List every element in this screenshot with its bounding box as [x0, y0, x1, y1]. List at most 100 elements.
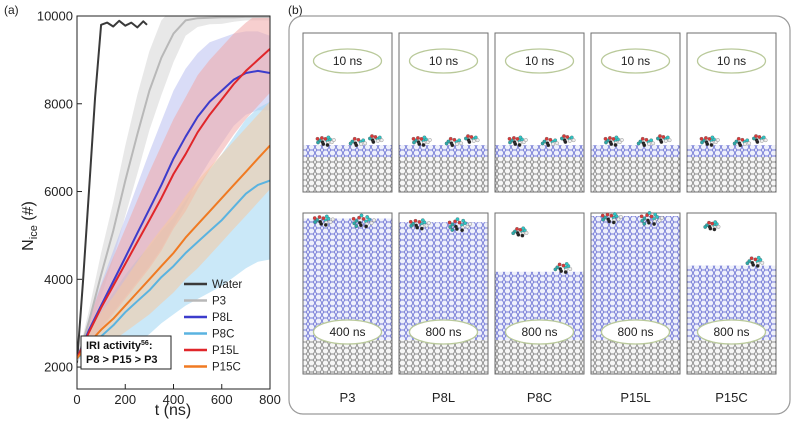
polymer-atom — [704, 136, 708, 140]
x-tick-label: 800 — [259, 392, 281, 407]
polymer-atom — [317, 215, 322, 219]
x-tick-label: 0 — [73, 392, 80, 407]
time-label: 10 ns — [621, 54, 650, 68]
y-tick-label: 6000 — [44, 184, 73, 199]
annotation-line2: P8 > P15 > P3 — [86, 354, 158, 366]
legend-label-p15l: P15L — [212, 345, 239, 357]
polymer-atom — [507, 136, 512, 141]
polymer-atom — [359, 142, 363, 146]
polymer-atom — [371, 140, 376, 144]
band-p15c — [77, 101, 270, 359]
polymer-atom — [713, 220, 718, 224]
x-tick-label: 600 — [211, 392, 233, 407]
polymer-atom — [367, 217, 372, 222]
panel-a-label: (a) — [4, 3, 19, 17]
polymer-atom — [665, 135, 670, 140]
time-oval — [312, 319, 383, 345]
polymer-atom — [411, 136, 416, 141]
line-p8l — [77, 69, 270, 359]
polymer-atom — [611, 137, 616, 141]
polymer-atom — [751, 263, 756, 267]
polymer-atom — [452, 137, 457, 142]
legend-label-water: Water — [212, 279, 242, 291]
polymer-atom — [464, 136, 468, 141]
polymer-atom — [712, 227, 717, 232]
polymer-atom — [761, 135, 766, 140]
polymer-atom — [619, 138, 624, 142]
polymer-atom — [379, 138, 384, 143]
polymer-atom — [647, 211, 652, 215]
y-tick-label: 2000 — [44, 360, 73, 375]
polymer-atom — [321, 216, 326, 221]
polymer-atom — [756, 255, 761, 260]
polymer-atom — [745, 261, 750, 266]
polymer-atom — [330, 217, 335, 222]
time-oval — [696, 48, 767, 74]
polymer-atom — [657, 218, 662, 223]
polymer-atom — [364, 224, 368, 229]
polymer-atom — [700, 140, 704, 145]
polymer-atom — [448, 225, 453, 229]
polymer-atom — [607, 219, 612, 224]
snapshot-p8l-initial: 10 ns — [398, 32, 489, 193]
time-label: 800 ns — [713, 325, 749, 339]
time-oval — [504, 319, 575, 345]
polymer-atom — [736, 136, 741, 141]
polymer-atom — [408, 219, 413, 224]
polymer-atom — [419, 137, 424, 141]
polymer-atom — [642, 216, 647, 221]
time-label: 10 ns — [333, 54, 362, 68]
polymer-atom — [320, 136, 324, 140]
polymer-atom — [571, 138, 576, 143]
polymer-atom — [749, 256, 754, 261]
polymer-atom — [457, 220, 462, 225]
polymer-atom — [416, 136, 420, 140]
polymer-atom — [373, 135, 378, 139]
polymer-atom — [328, 220, 333, 224]
polymer-atom — [450, 222, 455, 227]
grown-ice-lattice — [591, 145, 680, 157]
polymer-atom — [417, 142, 422, 146]
polymer-atom — [655, 215, 660, 219]
polymer-atom — [457, 138, 462, 143]
polymer-atom — [611, 220, 616, 225]
polymer-atom — [321, 142, 326, 146]
polymer-atom — [732, 141, 737, 146]
polymer-atom — [613, 143, 618, 147]
time-oval — [504, 48, 575, 74]
polymer-atom — [471, 139, 476, 143]
polymer-atom — [649, 138, 654, 143]
line-water — [77, 19, 148, 363]
polymer-atom — [562, 134, 566, 138]
polymer-atom — [560, 136, 564, 141]
polymer-atom — [658, 134, 662, 138]
polymer-atom — [614, 135, 619, 140]
ice-growth-chart: 0 200 400 600 800 2000 4000 6000 8000 10000 Nice … — [20, 9, 281, 420]
md-snapshots: 10 ns 10 ns 10 ns 10 ns 10 ns 400 ns 800 ns 800… — [302, 32, 777, 405]
polymer-atom — [557, 262, 562, 267]
polymer-atom — [561, 263, 566, 268]
polymer-atom — [747, 141, 751, 146]
snapshot-p3-initial: 10 ns — [302, 32, 393, 193]
time-label: 10 ns — [717, 54, 746, 68]
polymer-atom — [356, 137, 361, 142]
ice-seed-lattice — [303, 340, 392, 374]
time-oval — [408, 319, 479, 345]
polymer-atom — [417, 220, 422, 224]
polymer-atom — [512, 136, 516, 140]
ice-seed-lattice — [687, 157, 776, 192]
time-label: 800 ns — [521, 325, 557, 339]
polymer-atom — [754, 134, 758, 138]
polymer-atom — [642, 143, 647, 148]
snapshot-p8c-initial: 10 ns — [494, 32, 585, 193]
polymer-atom — [757, 135, 762, 139]
polymer-atom — [553, 138, 558, 143]
polymer-atom — [540, 141, 545, 146]
polymer-atom — [316, 140, 320, 145]
polymer-atom — [372, 218, 376, 223]
polymer-atom — [455, 217, 460, 222]
polymer-atom — [455, 227, 459, 231]
polymer-atom — [463, 221, 468, 226]
polymer-atom — [740, 137, 745, 142]
